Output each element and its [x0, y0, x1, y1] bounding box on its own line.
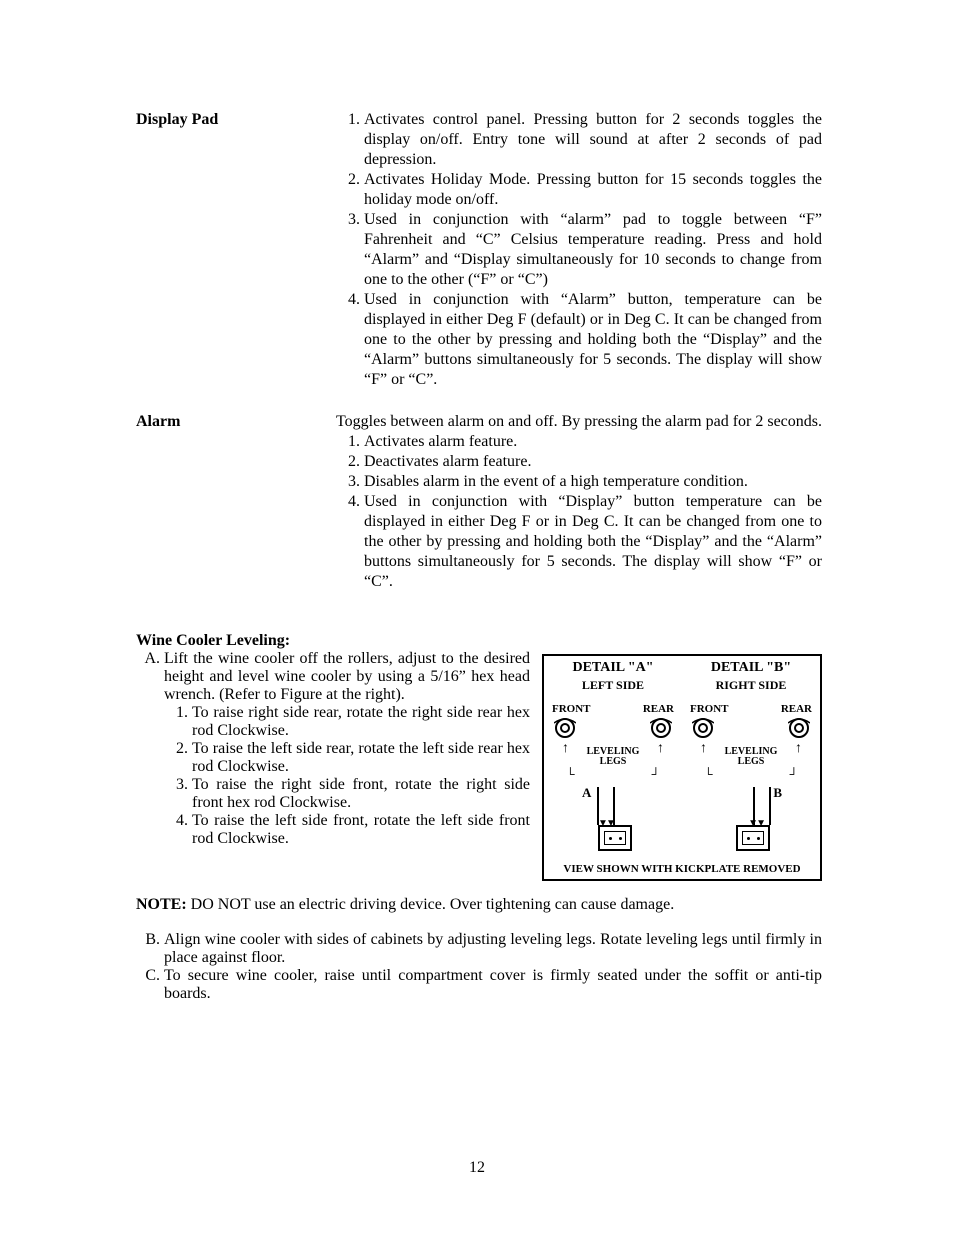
diagram-letter-b: B [773, 785, 782, 801]
alarm-label: Alarm [136, 412, 336, 592]
display-pad-item: Activates control panel. Pressing button… [364, 110, 822, 170]
leveling-row: Lift the wine cooler off the rollers, ad… [136, 650, 822, 881]
diagram-right-side: RIGHT SIDE [682, 678, 820, 699]
display-pad-item: Used in conjunction with “Alarm” button,… [364, 290, 822, 390]
diagram-left-side: LEFT SIDE [544, 678, 682, 699]
alarm-item: Activates alarm feature. [364, 432, 822, 452]
alarm-row: Alarm Toggles between alarm on and off. … [136, 412, 822, 592]
leveling-leg-icon [554, 717, 576, 739]
diagram-leveling-legs-label: LEVELING LEGS [544, 747, 682, 767]
leveling-diagram: DETAIL "A" DETAIL "B" LEFT SIDE RIGHT SI… [542, 654, 822, 881]
leveling-diagram-container: DETAIL "A" DETAIL "B" LEFT SIDE RIGHT SI… [542, 650, 822, 881]
note-label: NOTE: [136, 896, 187, 913]
alarm-item: Used in conjunction with “Display” butto… [364, 492, 822, 592]
diagram-rear-label: REAR [781, 703, 812, 715]
diagram-front-label: FRONT [552, 703, 591, 715]
display-pad-content: Activates control panel. Pressing button… [336, 110, 822, 390]
bracket-icon: ┘ [789, 767, 798, 782]
alarm-item: Disables alarm in the event of a high te… [364, 472, 822, 492]
leveling-title: Wine Cooler Leveling: [136, 632, 822, 650]
leveling-step-c: To secure wine cooler, raise until compa… [164, 967, 822, 1003]
alarm-item: Deactivates alarm feature. [364, 452, 822, 472]
base-box-icon [598, 825, 632, 851]
page-number: 12 [0, 1159, 954, 1177]
diagram-letter-a: A [582, 785, 591, 801]
leveling-step-a: Lift the wine cooler off the rollers, ad… [164, 650, 530, 848]
diagram-side-a: FRONT REAR ↑ ↑ LEVELING LEGS [544, 699, 682, 859]
bracket-icon: ┘ [651, 767, 660, 782]
diagram-side-b: FRONT REAR ↑ ↑ LEVELING LEGS [682, 699, 820, 859]
diagram-detail-b: DETAIL "B" [682, 656, 820, 678]
display-pad-label: Display Pad [136, 110, 336, 390]
diagram-rear-label: REAR [643, 703, 674, 715]
leveling-note: NOTE: DO NOT use an electric driving dev… [136, 895, 822, 915]
alarm-content: Toggles between alarm on and off. By pre… [336, 412, 822, 592]
leveling-a-item: To raise the right side front, rotate th… [192, 776, 530, 812]
leveling-a-item: To raise the left side rear, rotate the … [192, 740, 530, 776]
display-pad-row: Display Pad Activates control panel. Pre… [136, 110, 822, 390]
diagram-front-label: FRONT [690, 703, 729, 715]
leveling-a-item: To raise right side rear, rotate the rig… [192, 704, 530, 740]
leveling-leg-icon [692, 717, 714, 739]
base-box-icon [736, 825, 770, 851]
diagram-footer: VIEW SHOWN WITH KICKPLATE REMOVED [544, 859, 820, 879]
leveling-leg-icon [650, 717, 672, 739]
leveling-text: Lift the wine cooler off the rollers, ad… [136, 650, 542, 848]
display-pad-item: Used in conjunction with “alarm” pad to … [364, 210, 822, 290]
bracket-icon: └ [566, 767, 575, 782]
diagram-leveling-legs-label: LEVELING LEGS [682, 747, 820, 767]
bracket-icon: └ [704, 767, 713, 782]
leveling-step-b: Align wine cooler with sides of cabinets… [164, 931, 822, 967]
leveling-a-item: To raise the left side front, rotate the… [192, 812, 530, 848]
leveling-a-intro: Lift the wine cooler off the rollers, ad… [164, 650, 530, 703]
alarm-intro: Toggles between alarm on and off. By pre… [336, 412, 822, 432]
diagram-detail-a: DETAIL "A" [544, 656, 682, 678]
note-text: DO NOT use an electric driving device. O… [187, 896, 675, 913]
leveling-leg-icon [788, 717, 810, 739]
display-pad-item: Activates Holiday Mode. Pressing button … [364, 170, 822, 210]
